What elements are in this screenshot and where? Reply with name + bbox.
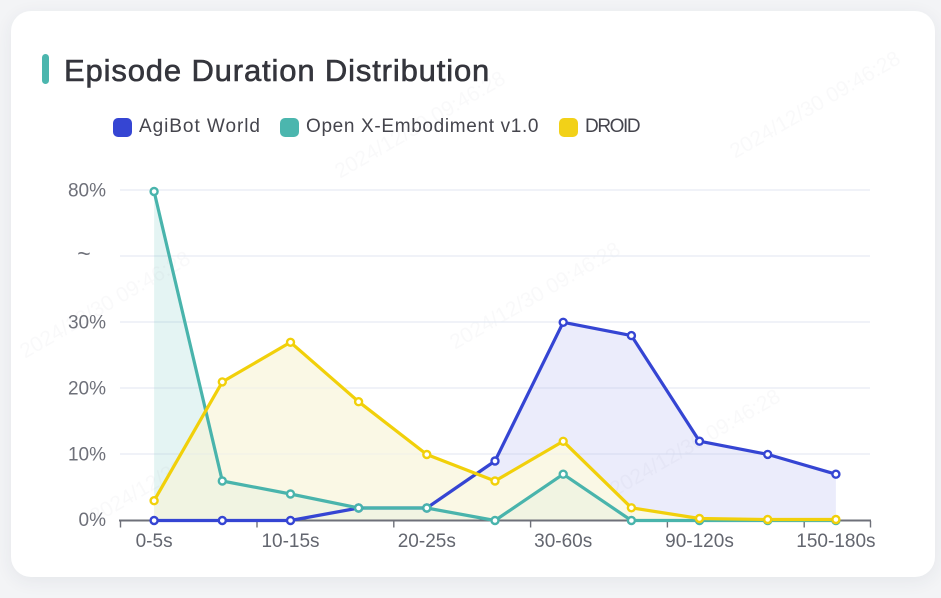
svg-text:20-25s: 20-25s bbox=[398, 531, 456, 552]
svg-text:30-60s: 30-60s bbox=[534, 531, 592, 552]
svg-text:80%: 80% bbox=[68, 181, 106, 202]
svg-text:20%: 20% bbox=[68, 379, 106, 400]
svg-text:10%: 10% bbox=[68, 445, 106, 466]
svg-text:90-120s: 90-120s bbox=[665, 531, 734, 552]
svg-text:~: ~ bbox=[77, 241, 90, 267]
svg-text:150-180s: 150-180s bbox=[796, 531, 875, 552]
svg-text:0-5s: 0-5s bbox=[136, 531, 173, 552]
svg-text:10-15s: 10-15s bbox=[261, 531, 319, 552]
svg-text:0%: 0% bbox=[79, 510, 107, 531]
svg-text:30%: 30% bbox=[68, 313, 106, 334]
